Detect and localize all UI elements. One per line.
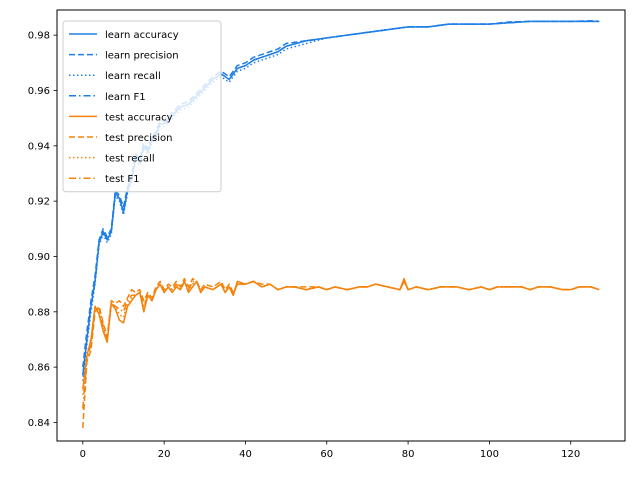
y-axis: 0.84 0.86 0.88 0.90 0.92 0.94 0.96 0.98 <box>28 31 57 429</box>
x-axis: 0 20 40 60 80 100 120 <box>80 441 580 460</box>
legend: learn accuracy learn precision learn recal… <box>62 20 222 193</box>
x-tick-label: 120 <box>561 449 580 460</box>
legend-label: learn precision <box>105 51 179 62</box>
legend-label: test precision <box>105 133 173 144</box>
x-tick-label: 0 <box>80 449 86 460</box>
y-tick-label: 0.96 <box>28 86 50 97</box>
x-tick-label: 20 <box>158 449 171 460</box>
legend-label: test recall <box>105 154 155 165</box>
legend-label: test accuracy <box>105 112 173 123</box>
y-tick-label: 0.88 <box>28 307 50 318</box>
y-tick-label: 0.86 <box>28 363 50 374</box>
x-tick-label: 80 <box>402 449 415 460</box>
x-tick-label: 40 <box>239 449 252 460</box>
legend-box <box>62 20 222 193</box>
y-tick-label: 0.94 <box>28 141 50 152</box>
x-tick-label: 100 <box>480 449 499 460</box>
legend-label: test F1 <box>105 174 140 185</box>
axes-frame <box>56 9 626 442</box>
y-tick-label: 0.84 <box>28 418 50 429</box>
x-tick-label: 60 <box>320 449 333 460</box>
series-line-test-f1 <box>82 280 600 409</box>
legend-label: learn recall <box>105 71 161 82</box>
y-tick-label: 0.92 <box>28 197 50 208</box>
y-tick-label: 0.98 <box>28 31 50 42</box>
series-line-learn-recall <box>82 20 600 382</box>
legend-label: learn accuracy <box>105 30 179 41</box>
y-tick-label: 0.90 <box>28 252 50 263</box>
legend-label: learn F1 <box>105 92 146 103</box>
